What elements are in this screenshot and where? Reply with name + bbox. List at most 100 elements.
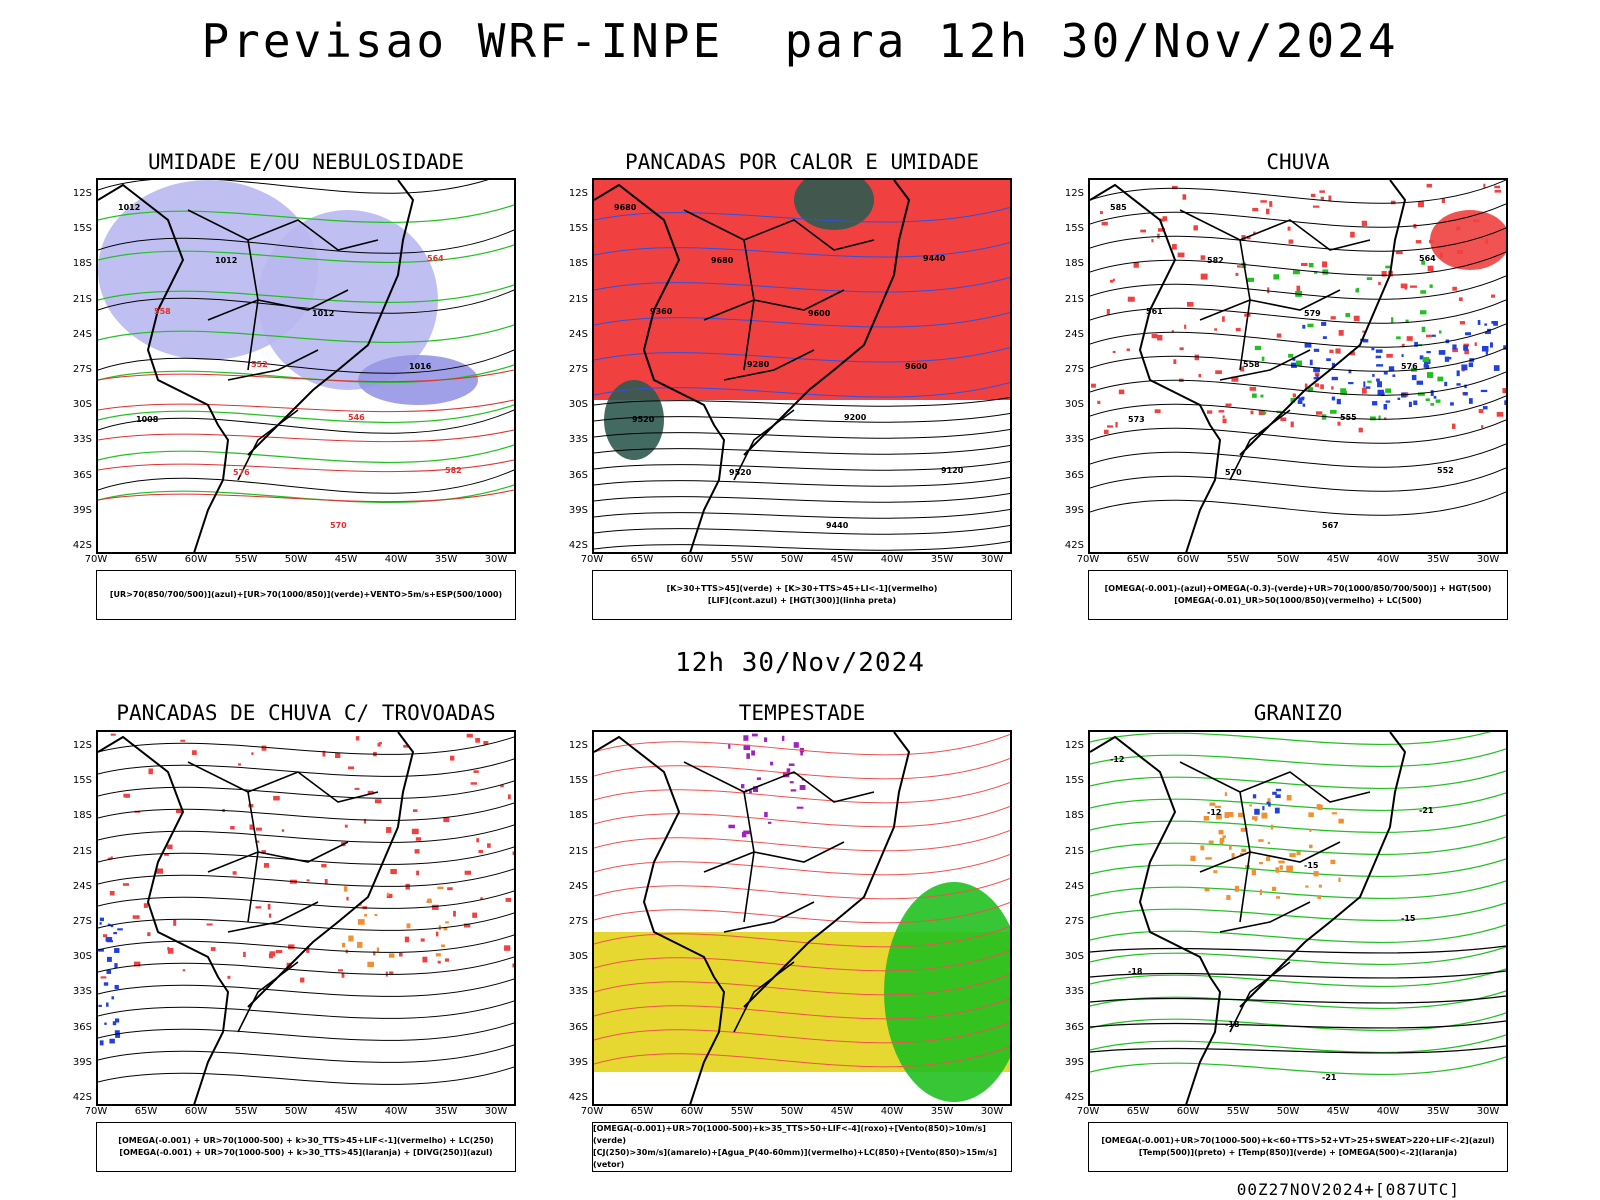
rain-area (1417, 392, 1425, 396)
height-contour (594, 429, 1010, 439)
lon-tick-label: 30W (484, 1106, 508, 1117)
rain-area (1503, 345, 1506, 350)
storm-area (348, 935, 354, 942)
rain-area (1481, 425, 1484, 429)
temperature-500-contour (1090, 970, 1506, 979)
lat-tick-label: 18S (568, 258, 588, 270)
mid-title: 12h 30/Nov/2024 (675, 648, 925, 678)
omega-area (1229, 844, 1232, 850)
streamline (1090, 347, 1506, 372)
country-borders (187, 209, 379, 481)
main-title: Previsao WRF-INPE para 12h 30/Nov/2024 (201, 14, 1399, 68)
lat-tick-label: 36S (1064, 469, 1084, 481)
map-plot-4 (96, 730, 516, 1106)
rain-area (1307, 387, 1314, 392)
streamline (98, 1022, 514, 1041)
storm-area (281, 829, 285, 832)
storm-area (422, 956, 428, 963)
lon-tick-label: 45W (1326, 554, 1350, 565)
rain-area (1162, 216, 1168, 221)
storm-area (512, 851, 514, 856)
omega-area (1331, 812, 1338, 815)
temperature-850-contour (1090, 1034, 1506, 1054)
severe-storm-area (743, 830, 751, 835)
rain-area (1502, 388, 1506, 394)
storm-area (444, 958, 450, 962)
contour-label: 552 (251, 360, 268, 369)
lat-tick-label: 30S (72, 399, 92, 411)
rain-area (1363, 381, 1366, 388)
rain-area (1372, 373, 1375, 377)
precipitable-water-contour (594, 998, 1010, 1020)
lat-tick-label: 36S (568, 1021, 588, 1033)
rain-area (1198, 373, 1202, 378)
rain-area (1235, 272, 1239, 276)
temperature-850-contour (1090, 748, 1506, 768)
storm-area (263, 863, 270, 868)
rain-area (1385, 388, 1392, 393)
rain-area (1261, 356, 1265, 362)
streamline (98, 978, 514, 997)
rain-area (1308, 262, 1314, 268)
pressure-isobar (98, 289, 514, 314)
rain-area (1314, 372, 1320, 377)
storm-area (243, 951, 246, 958)
storm-area (443, 927, 448, 931)
storm-area (447, 887, 453, 891)
omega-area (1275, 867, 1280, 873)
rain-area (1247, 277, 1254, 282)
storm-area (182, 969, 186, 972)
storm-area (147, 932, 151, 937)
lon-tick-label: 60W (680, 554, 704, 565)
lat-tick-label: 30S (1064, 399, 1084, 411)
divergence-area (114, 1030, 120, 1034)
rain-area (1292, 357, 1296, 361)
lat-tick-label: 24S (72, 880, 92, 892)
legend-text: [CJ(250)>30m/s](amarelo)+[Agua_P(40-60mm… (593, 1148, 997, 1169)
omega-area (1279, 865, 1283, 870)
rain-area (1151, 333, 1158, 339)
temperature-850-contour (1090, 990, 1506, 1010)
contour-label: 582 (445, 466, 462, 475)
coastline (743, 180, 911, 456)
storm-area (373, 951, 376, 956)
rain-area (1414, 341, 1418, 347)
storm-area (500, 784, 504, 788)
lon-tick-label: 65W (630, 1106, 654, 1117)
rain-area (1425, 398, 1430, 402)
streamline (1090, 323, 1506, 348)
lat-tick-label: 39S (568, 504, 588, 516)
lon-tick-label: 45W (334, 1106, 358, 1117)
storm-area (321, 863, 327, 868)
footer-run-label: 00Z27NOV2024+[087UTC] (1236, 1180, 1460, 1199)
lat-tick-label: 42S (72, 1092, 92, 1103)
contour-label: 9440 (923, 254, 946, 263)
lifted-index-contour (594, 207, 1010, 223)
streamline (1090, 275, 1506, 300)
lat-tick-label: 12S (568, 188, 588, 199)
rain-area (1419, 310, 1427, 315)
rain-area (1157, 233, 1160, 239)
divergence-area (114, 963, 118, 969)
storm-area (367, 961, 374, 968)
lat-tick-label: 21S (568, 293, 588, 305)
streamline (1090, 180, 1506, 204)
lat-tick-label: 15S (72, 223, 92, 235)
lon-tick-label: 35W (930, 554, 954, 565)
rain-area (1115, 421, 1118, 428)
rain-area (1235, 327, 1241, 332)
hail-area (1254, 808, 1260, 815)
lifted-index-contour (594, 312, 1010, 328)
storm-area (476, 838, 480, 843)
rain-area (1452, 348, 1458, 353)
lat-tick-label: 21S (1064, 845, 1084, 857)
rain-area (1313, 377, 1319, 380)
storm-area (143, 903, 148, 908)
streamline (98, 1000, 514, 1019)
omega-area (1203, 815, 1210, 821)
rain-area (1236, 265, 1241, 268)
temperature-500-contour (1090, 1020, 1506, 1029)
rain-area (1292, 270, 1300, 275)
storm-area (132, 915, 140, 919)
lon-tick-label: 40W (880, 1106, 904, 1117)
